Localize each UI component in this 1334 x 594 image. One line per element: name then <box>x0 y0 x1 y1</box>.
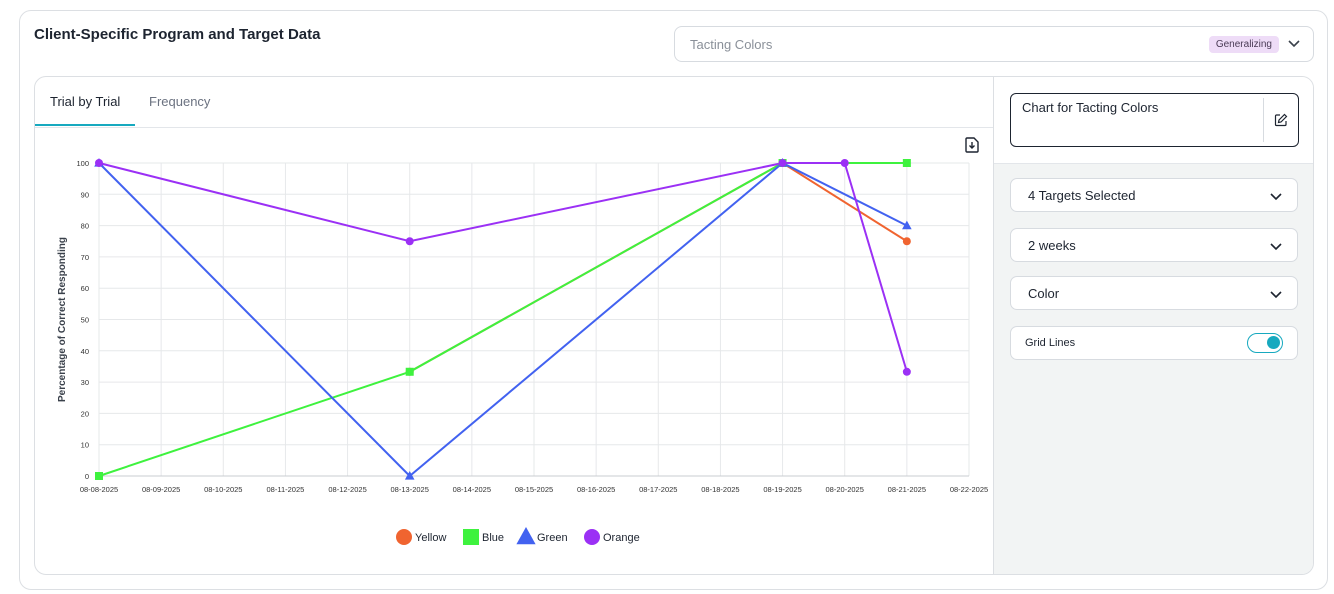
legend-label-yellow: Yellow <box>415 532 446 544</box>
data-point-blue <box>405 367 414 376</box>
y-tick-label: 20 <box>81 409 89 418</box>
chart-name-area: Chart for Tacting Colors <box>994 77 1313 164</box>
targets-select-value: 4 Targets Selected <box>1028 188 1136 203</box>
legend-marker-blue <box>463 529 479 545</box>
chevron-down-icon <box>1270 243 1282 251</box>
data-point-orange <box>405 237 414 246</box>
data-point-orange <box>840 159 849 167</box>
x-tick-label: 08-17-2025 <box>639 485 677 494</box>
y-tick-label: 70 <box>81 253 89 262</box>
color-select[interactable]: Color <box>1010 276 1298 310</box>
program-select-value: Tacting Colors <box>690 37 773 52</box>
legend-label-green: Green <box>537 532 568 544</box>
y-tick-label: 100 <box>76 159 89 168</box>
download-icon[interactable] <box>963 136 981 154</box>
x-tick-label: 08-12-2025 <box>328 485 366 494</box>
legend-label-orange: Orange <box>603 532 640 544</box>
y-tick-label: 30 <box>81 378 89 387</box>
x-tick-label: 08-18-2025 <box>701 485 739 494</box>
chevron-down-icon <box>1270 291 1282 299</box>
targets-select[interactable]: 4 Targets Selected <box>1010 178 1298 212</box>
chevron-down-icon <box>1288 40 1300 48</box>
y-tick-label: 80 <box>81 222 89 231</box>
y-tick-label: 90 <box>81 190 89 199</box>
data-point-orange <box>778 159 787 167</box>
tab-frequency[interactable]: Frequency <box>149 94 211 109</box>
data-point-orange <box>95 159 103 167</box>
color-select-value: Color <box>1028 286 1060 301</box>
x-tick-label: 08-13-2025 <box>391 485 429 494</box>
program-select[interactable]: Tacting Colors Generalizing <box>674 26 1314 62</box>
x-tick-label: 08-16-2025 <box>577 485 615 494</box>
toggle-knob <box>1267 336 1280 349</box>
chart-tabs: Trial by Trial Frequency <box>35 77 993 128</box>
x-tick-label: 08-11-2025 <box>267 485 305 494</box>
y-tick-label: 0 <box>85 472 89 481</box>
active-tab-indicator <box>35 124 135 126</box>
date-range-select-value: 2 weeks <box>1028 238 1076 253</box>
trial-chart: 0 10 20 30 40 50 60 70 80 90 100 08-08-2025 08-09-20… <box>57 158 988 545</box>
x-tick-label: 08-09-2025 <box>142 485 180 494</box>
y-tick-label: 50 <box>81 316 89 325</box>
status-badge: Generalizing <box>1208 36 1279 53</box>
legend-marker-yellow <box>396 529 412 545</box>
y-tick-label: 60 <box>81 284 89 293</box>
x-tick-label: 08-20-2025 <box>826 485 864 494</box>
series-line-green <box>98 161 908 478</box>
chart-panel: Trial by Trial Frequency 0 10 20 30 40 50 60 70… <box>34 76 1314 575</box>
data-point-blue <box>902 159 911 167</box>
chart-settings-sidebar: Chart for Tacting Colors 4 Targets Selec… <box>993 77 1313 574</box>
date-range-select[interactable]: 2 weeks <box>1010 228 1298 262</box>
legend-marker-orange <box>584 529 600 545</box>
data-point-blue <box>95 472 103 480</box>
page-title: Client-Specific Program and Target Data <box>34 26 321 43</box>
y-tick-label: 10 <box>81 441 89 450</box>
data-point-yellow <box>902 237 911 246</box>
x-tick-label: 08-08-2025 <box>80 485 118 494</box>
chart-name-text: Chart for Tacting Colors <box>1022 100 1159 115</box>
x-tick-label: 08-21-2025 <box>888 485 926 494</box>
grid-lines-label: Grid Lines <box>1025 337 1076 349</box>
x-tick-label: 08-19-2025 <box>763 485 801 494</box>
x-tick-label: 08-15-2025 <box>515 485 553 494</box>
x-tick-label: 08-14-2025 <box>453 485 491 494</box>
chart-name-divider <box>1263 98 1264 142</box>
legend-label-blue: Blue <box>482 532 504 544</box>
y-axis-label: Percentage of Correct Responding <box>57 237 68 402</box>
data-point-green <box>902 220 912 230</box>
edit-icon[interactable] <box>1274 113 1288 127</box>
data-point-orange <box>902 367 911 376</box>
chart-name-field[interactable]: Chart for Tacting Colors <box>1010 93 1299 147</box>
x-tick-label: 08-10-2025 <box>204 485 242 494</box>
tab-trial-by-trial[interactable]: Trial by Trial <box>50 94 121 109</box>
chevron-down-icon <box>1270 193 1282 201</box>
x-tick-label: 08-22-2025 <box>950 485 988 494</box>
data-point-green <box>404 471 415 480</box>
grid-lines-toggle[interactable] <box>1247 333 1283 353</box>
y-tick-label: 40 <box>81 347 89 356</box>
grid-lines-row: Grid Lines <box>1010 326 1298 360</box>
legend-marker-green <box>516 527 536 545</box>
